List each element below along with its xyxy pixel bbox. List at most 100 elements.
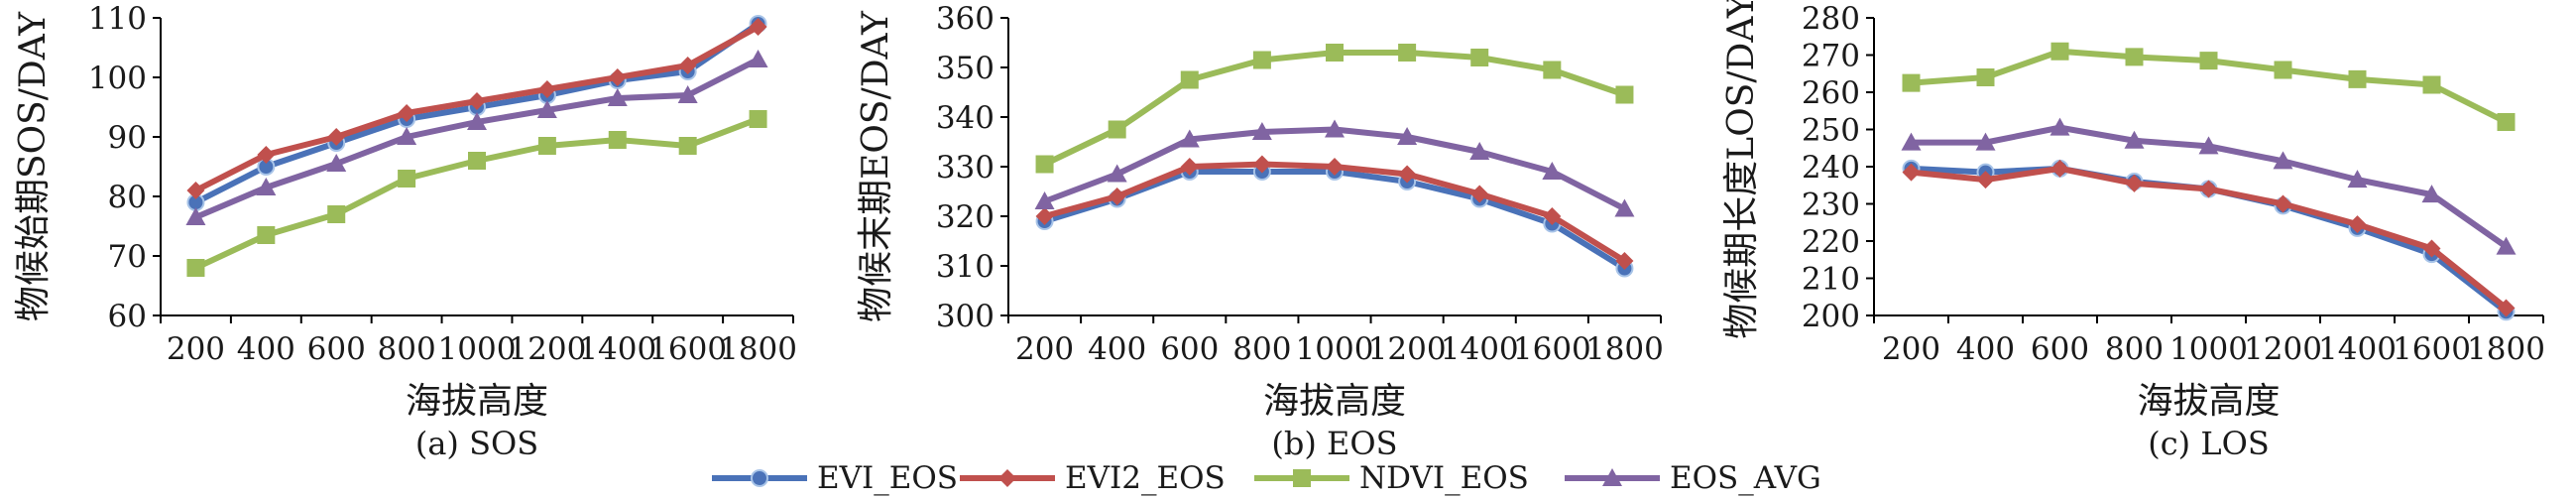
legend-item-ndvi-eos <box>1254 469 1349 487</box>
chart-panel-1 <box>153 15 794 323</box>
data-point <box>2497 113 2516 131</box>
x-axis-title: 海拔高度 <box>1263 381 1406 422</box>
y-tick-label: 80 <box>108 180 147 215</box>
legend-marker <box>751 469 768 487</box>
data-point <box>1469 142 1490 160</box>
data-point <box>1326 44 1344 62</box>
y-tick-label: 100 <box>88 61 147 96</box>
chart-panel-2 <box>1000 17 1662 323</box>
data-point <box>397 127 417 145</box>
data-point <box>677 85 698 103</box>
x-tick-label: 1600 <box>648 331 727 367</box>
y-tick-label: 70 <box>108 239 147 275</box>
series-ndvi-eos <box>1902 42 2516 131</box>
x-tick-label: 800 <box>378 331 436 367</box>
data-point <box>2049 117 2070 136</box>
data-point <box>2125 48 2144 66</box>
series-line <box>1043 169 1627 272</box>
x-tick-label: 1600 <box>1513 331 1591 367</box>
x-tick-label: 1000 <box>1296 331 1374 367</box>
chart-panel-3 <box>1866 17 2544 323</box>
data-point <box>1470 185 1489 203</box>
data-point <box>1180 70 1199 89</box>
data-point <box>749 18 767 36</box>
x-tick-label: 400 <box>237 331 295 367</box>
data-point <box>256 178 277 195</box>
data-point <box>257 226 276 244</box>
x-tick-label: 1200 <box>2244 331 2322 367</box>
x-tick-label: 400 <box>1088 331 1146 367</box>
legend-label: NDVI_EOS <box>1359 460 1529 496</box>
x-tick-label: 200 <box>167 331 225 367</box>
series-evi2-eos <box>1902 159 2516 317</box>
data-point <box>2497 299 2516 317</box>
data-point <box>2422 239 2441 258</box>
y-tick-label: 280 <box>1802 1 1860 37</box>
x-tick-label: 1000 <box>2169 331 2248 367</box>
x-tick-label: 1400 <box>1441 331 1519 367</box>
x-tick-label: 1400 <box>2318 331 2397 367</box>
series-evi2-eos <box>1035 155 1634 270</box>
y-axis-title: 物候始期SOS/DAY <box>13 11 54 321</box>
data-point <box>186 259 205 277</box>
legend-item-evi2-eos <box>960 469 1055 487</box>
data-point <box>608 68 627 86</box>
legend-item-eos-avg <box>1565 468 1660 486</box>
x-tick-label: 1800 <box>1585 331 1664 367</box>
data-point <box>398 170 416 188</box>
data-point <box>2198 136 2219 155</box>
x-tick-label: 600 <box>307 331 366 367</box>
data-point <box>1615 252 1634 270</box>
data-point <box>1034 191 1055 209</box>
y-tick-label: 90 <box>108 120 147 156</box>
data-point <box>2273 151 2293 170</box>
data-point <box>1180 158 1199 176</box>
data-point <box>1902 163 1921 182</box>
y-tick-label: 60 <box>108 299 147 334</box>
data-point <box>2348 69 2367 88</box>
data-point <box>257 146 276 164</box>
y-tick-label: 300 <box>936 299 995 334</box>
legend-item-evi-eos <box>712 469 807 487</box>
legend-label: EOS_AVG <box>1670 460 1821 496</box>
data-point <box>1108 120 1126 139</box>
data-point <box>537 80 556 98</box>
data-point <box>748 50 768 67</box>
legend-marker <box>998 469 1016 487</box>
series-eos-avg <box>185 50 768 225</box>
data-point <box>2199 180 2218 198</box>
data-point <box>2050 42 2069 61</box>
y-tick-label: 220 <box>1802 224 1860 260</box>
data-point <box>1542 162 1563 180</box>
data-point <box>2422 75 2441 94</box>
x-tick-label: 1200 <box>1368 331 1447 367</box>
x-tick-label: 600 <box>1160 331 1219 367</box>
y-axis-title: 物候期长度LOS/DAY <box>1721 0 1762 339</box>
x-tick-label: 1600 <box>2393 331 2471 367</box>
data-point <box>1543 61 1562 79</box>
y-tick-label: 340 <box>936 100 995 136</box>
data-point <box>536 100 557 118</box>
x-axis-title: 海拔高度 <box>2137 381 2280 422</box>
y-tick-label: 310 <box>936 249 995 285</box>
series-eos-avg <box>1901 117 2517 255</box>
data-point <box>2496 236 2517 255</box>
data-point <box>2348 215 2367 234</box>
data-point <box>1325 119 1345 138</box>
data-point <box>749 110 767 128</box>
x-tick-label: 1400 <box>578 331 656 367</box>
data-point <box>1975 132 1996 151</box>
series-line <box>194 116 760 271</box>
series-ndvi-eos <box>1035 44 1634 174</box>
x-tick-label: 200 <box>1015 331 1074 367</box>
data-point <box>2421 185 2442 203</box>
legend-label: EVI_EOS <box>817 460 958 496</box>
data-point <box>2124 130 2145 149</box>
data-point <box>1976 68 1995 86</box>
data-point <box>398 104 416 122</box>
legend-marker <box>1602 468 1622 486</box>
data-point <box>1179 129 1200 148</box>
data-point <box>537 137 556 155</box>
legend <box>712 468 1660 487</box>
